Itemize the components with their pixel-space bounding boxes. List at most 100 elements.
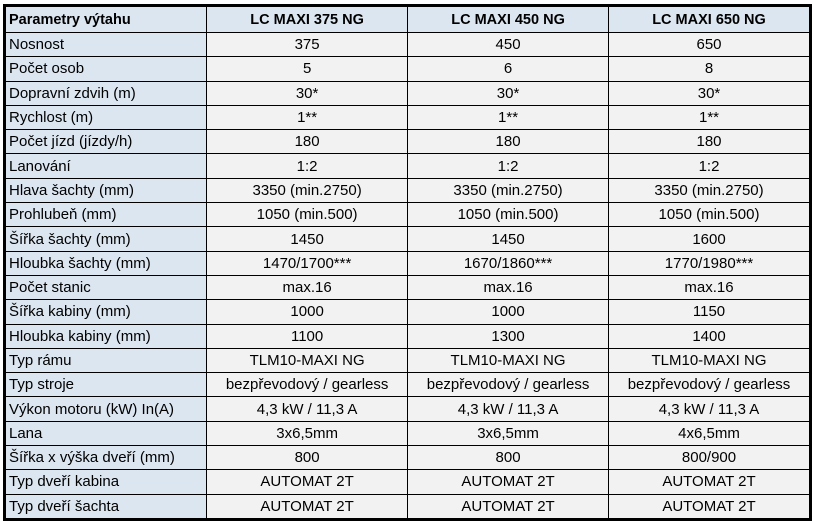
cell-value: AUTOMAT 2T	[407, 493, 610, 520]
cell-value: 1150	[608, 299, 811, 325]
cell-value: 1000	[407, 299, 610, 325]
table-row: Počet osob 5 6 8	[3, 56, 811, 82]
cell-value: TLM10-MAXI NG	[407, 347, 610, 374]
cell-value: 1450	[407, 226, 610, 252]
row-label: Prohlubeň (mm)	[3, 202, 208, 228]
cell-value: 1**	[407, 104, 610, 131]
cell-value: 8	[608, 56, 811, 82]
cell-value: AUTOMAT 2T	[206, 469, 409, 495]
row-label: Počet jízd (jízdy/h)	[3, 129, 208, 155]
row-label: Počet stanic	[3, 274, 208, 301]
row-label: Počet osob	[3, 56, 208, 82]
cell-value: max.16	[206, 274, 409, 301]
cell-value: 1**	[608, 104, 811, 131]
cell-value: 30*	[608, 80, 811, 106]
header-row: Parametry výtahu LC MAXI 375 NG LC MAXI 45…	[3, 5, 811, 33]
cell-value: TLM10-MAXI NG	[206, 347, 409, 374]
cell-value: 3x6,5mm	[206, 420, 409, 447]
cell-value: 800/900	[608, 445, 811, 471]
cell-value: max.16	[608, 274, 811, 301]
table-row: Lana 3x6,5mm 3x6,5mm 4x6,5mm	[3, 420, 811, 447]
cell-value: 1450	[206, 226, 409, 252]
table-row: Šířka kabiny (mm) 1000 1000 1150	[3, 299, 811, 325]
cell-value: 3350 (min.2750)	[608, 177, 811, 204]
cell-value: TLM10-MAXI NG	[608, 347, 811, 374]
cell-value: 30*	[407, 80, 610, 106]
cell-value: 450	[407, 31, 610, 58]
table-row: Typ dveří kabina AUTOMAT 2T AUTOMAT 2T AUTO…	[3, 469, 811, 495]
cell-value: 1470/1700***	[206, 250, 409, 276]
header-model: LC MAXI 375 NG	[206, 5, 409, 33]
cell-value: 1670/1860***	[407, 250, 610, 276]
cell-value: 30*	[206, 80, 409, 106]
cell-value: bezpřevodový / gearless	[206, 372, 409, 398]
cell-value: 1000	[206, 299, 409, 325]
table-row: Rychlost (m) 1** 1** 1**	[3, 104, 811, 131]
cell-value: 1770/1980***	[608, 250, 811, 276]
cell-value: 5	[206, 56, 409, 82]
cell-value: AUTOMAT 2T	[206, 493, 409, 520]
row-label: Šířka kabiny (mm)	[3, 299, 208, 325]
cell-value: 1050 (min.500)	[407, 202, 610, 228]
table-row: Šířka x výška dveří (mm) 800 800 800/900	[3, 445, 811, 471]
cell-value: 800	[407, 445, 610, 471]
table-row: Prohlubeň (mm) 1050 (min.500) 1050 (min.50…	[3, 202, 811, 228]
cell-value: 4,3 kW / 11,3 A	[608, 396, 811, 422]
cell-value: 6	[407, 56, 610, 82]
table-row: Hloubka šachty (mm) 1470/1700*** 1670/1860…	[3, 250, 811, 276]
cell-value: AUTOMAT 2T	[608, 469, 811, 495]
row-label: Typ rámu	[3, 347, 208, 374]
cell-value: 4,3 kW / 11,3 A	[407, 396, 610, 422]
cell-value: 180	[206, 129, 409, 155]
row-label: Typ stroje	[3, 372, 208, 398]
table-row: Výkon motoru (kW) In(A) 4,3 kW / 11,3 A 4,…	[3, 396, 811, 422]
cell-value: 650	[608, 31, 811, 58]
header-parameter: Parametry výtahu	[3, 5, 208, 33]
table-row: Typ rámu TLM10-MAXI NG TLM10-MAXI NG TLM10-…	[3, 347, 811, 374]
row-label: Šířka šachty (mm)	[3, 226, 208, 252]
table-row: Lanování 1:2 1:2 1:2	[3, 153, 811, 179]
cell-value: AUTOMAT 2T	[608, 493, 811, 520]
cell-value: 4x6,5mm	[608, 420, 811, 447]
row-label: Hloubka kabiny (mm)	[3, 323, 208, 349]
table-row: Počet jízd (jízdy/h) 180 180 180	[3, 129, 811, 155]
cell-value: 1:2	[206, 153, 409, 179]
row-label: Typ dveří šachta	[3, 493, 208, 520]
row-label: Nosnost	[3, 31, 208, 58]
cell-value: AUTOMAT 2T	[407, 469, 610, 495]
table-row: Typ dveří šachta AUTOMAT 2T AUTOMAT 2T AUTO…	[3, 493, 811, 520]
cell-value: 180	[608, 129, 811, 155]
table-row: Hlava šachty (mm) 3350 (min.2750) 3350 (mi…	[3, 177, 811, 204]
cell-value: 1:2	[608, 153, 811, 179]
cell-value: 1300	[407, 323, 610, 349]
cell-value: 1100	[206, 323, 409, 349]
cell-value: bezpřevodový / gearless	[407, 372, 610, 398]
cell-value: 1**	[206, 104, 409, 131]
table-row: Dopravní zdvih (m) 30* 30* 30*	[3, 80, 811, 106]
row-label: Hloubka šachty (mm)	[3, 250, 208, 276]
elevator-parameters-table: Parametry výtahu LC MAXI 375 NG LC MAXI 45…	[3, 4, 812, 521]
cell-value: 375	[206, 31, 409, 58]
cell-value: 1050 (min.500)	[206, 202, 409, 228]
row-label: Typ dveří kabina	[3, 469, 208, 495]
table-row: Hloubka kabiny (mm) 1100 1300 1400	[3, 323, 811, 349]
cell-value: 180	[407, 129, 610, 155]
cell-value: 1:2	[407, 153, 610, 179]
cell-value: 3350 (min.2750)	[407, 177, 610, 204]
cell-value: 800	[206, 445, 409, 471]
cell-value: 1050 (min.500)	[608, 202, 811, 228]
table-row: Počet stanic max.16 max.16 max.16	[3, 274, 811, 301]
cell-value: max.16	[407, 274, 610, 301]
row-label: Výkon motoru (kW) In(A)	[3, 396, 208, 422]
row-label: Hlava šachty (mm)	[3, 177, 208, 204]
header-model: LC MAXI 650 NG	[608, 5, 811, 33]
row-label: Lana	[3, 420, 208, 447]
table-row: Nosnost 375 450 650	[3, 31, 811, 58]
cell-value: bezpřevodový / gearless	[608, 372, 811, 398]
row-label: Lanování	[3, 153, 208, 179]
cell-value: 3350 (min.2750)	[206, 177, 409, 204]
cell-value: 1400	[608, 323, 811, 349]
table-row: Typ stroje bezpřevodový / gearless bezpřev…	[3, 372, 811, 398]
cell-value: 4,3 kW / 11,3 A	[206, 396, 409, 422]
row-label: Dopravní zdvih (m)	[3, 80, 208, 106]
